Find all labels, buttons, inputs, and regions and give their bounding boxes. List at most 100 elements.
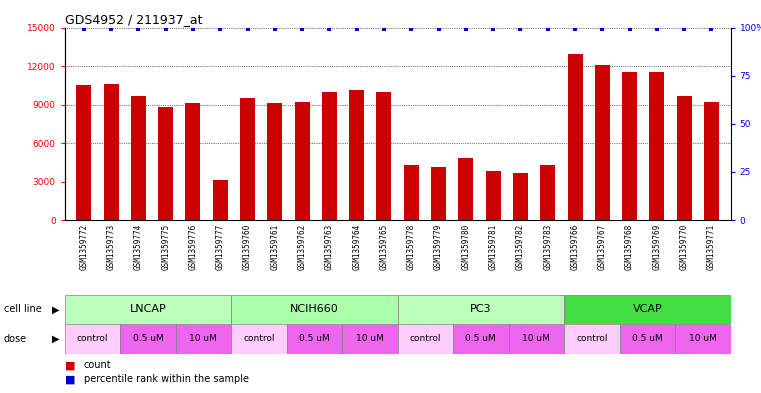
- Text: 10 uM: 10 uM: [356, 334, 384, 343]
- Text: cell line: cell line: [4, 305, 42, 314]
- Bar: [677, 95, 692, 220]
- Text: GSM1359774: GSM1359774: [134, 224, 143, 270]
- Bar: [453, 324, 508, 354]
- Text: 0.5 uM: 0.5 uM: [132, 334, 164, 343]
- Point: [705, 26, 718, 32]
- Text: GSM1359776: GSM1359776: [189, 224, 197, 270]
- Text: control: control: [409, 334, 441, 343]
- Text: control: control: [244, 334, 275, 343]
- Point: [432, 26, 444, 32]
- Bar: [568, 55, 582, 220]
- Bar: [431, 167, 446, 220]
- Bar: [103, 84, 119, 220]
- Bar: [486, 171, 501, 220]
- Point: [460, 26, 472, 32]
- Bar: [513, 173, 528, 220]
- Bar: [622, 72, 637, 220]
- Bar: [240, 98, 255, 220]
- Text: GSM1359765: GSM1359765: [380, 224, 388, 270]
- Bar: [342, 324, 397, 354]
- Bar: [349, 90, 365, 220]
- Bar: [397, 324, 453, 354]
- Bar: [704, 102, 719, 220]
- Point: [269, 26, 281, 32]
- Point: [323, 26, 336, 32]
- Point: [487, 26, 499, 32]
- Text: 0.5 uM: 0.5 uM: [299, 334, 330, 343]
- Text: PC3: PC3: [470, 305, 492, 314]
- Bar: [213, 180, 228, 220]
- Text: GSM1359783: GSM1359783: [543, 224, 552, 270]
- Text: dose: dose: [4, 334, 27, 344]
- Text: control: control: [576, 334, 607, 343]
- Bar: [508, 324, 564, 354]
- Bar: [595, 65, 610, 220]
- Text: GSM1359770: GSM1359770: [680, 224, 689, 270]
- Text: GSM1359760: GSM1359760: [243, 224, 252, 270]
- Text: GSM1359768: GSM1359768: [625, 224, 634, 270]
- Text: GSM1359775: GSM1359775: [161, 224, 170, 270]
- Text: GSM1359773: GSM1359773: [107, 224, 116, 270]
- Bar: [65, 324, 120, 354]
- Text: GSM1359781: GSM1359781: [489, 224, 498, 270]
- Point: [378, 26, 390, 32]
- Text: GSM1359777: GSM1359777: [215, 224, 224, 270]
- Point: [569, 26, 581, 32]
- Bar: [131, 95, 146, 220]
- Text: GDS4952 / 211937_at: GDS4952 / 211937_at: [65, 13, 202, 26]
- Text: GSM1359782: GSM1359782: [516, 224, 525, 270]
- Text: GSM1359761: GSM1359761: [270, 224, 279, 270]
- Bar: [564, 295, 731, 324]
- Text: ▶: ▶: [52, 305, 59, 314]
- Bar: [158, 107, 174, 220]
- Text: GSM1359778: GSM1359778: [407, 224, 416, 270]
- Point: [596, 26, 608, 32]
- Point: [105, 26, 117, 32]
- Point: [651, 26, 663, 32]
- Bar: [377, 92, 391, 220]
- Bar: [540, 165, 556, 220]
- Point: [241, 26, 253, 32]
- Text: GSM1359780: GSM1359780: [461, 224, 470, 270]
- Point: [542, 26, 554, 32]
- Bar: [267, 103, 282, 220]
- Bar: [404, 165, 419, 220]
- Bar: [76, 85, 91, 220]
- Bar: [397, 295, 564, 324]
- Text: GSM1359769: GSM1359769: [652, 224, 661, 270]
- Text: control: control: [77, 334, 108, 343]
- Point: [214, 26, 226, 32]
- Text: ▶: ▶: [52, 334, 59, 344]
- Point: [296, 26, 308, 32]
- Point: [623, 26, 635, 32]
- Point: [514, 26, 527, 32]
- Text: ■: ■: [65, 374, 75, 384]
- Bar: [619, 324, 675, 354]
- Text: 0.5 uM: 0.5 uM: [466, 334, 496, 343]
- Bar: [287, 324, 342, 354]
- Text: GSM1359771: GSM1359771: [707, 224, 716, 270]
- Text: NCIH660: NCIH660: [290, 305, 339, 314]
- Point: [160, 26, 172, 32]
- Text: GSM1359766: GSM1359766: [571, 224, 580, 270]
- Text: LNCAP: LNCAP: [129, 305, 167, 314]
- Text: 0.5 uM: 0.5 uM: [632, 334, 663, 343]
- Text: 10 uM: 10 uM: [522, 334, 550, 343]
- Text: 10 uM: 10 uM: [189, 334, 218, 343]
- Point: [78, 26, 90, 32]
- Text: GSM1359779: GSM1359779: [434, 224, 443, 270]
- Text: GSM1359762: GSM1359762: [298, 224, 307, 270]
- Text: 10 uM: 10 uM: [689, 334, 717, 343]
- Bar: [458, 158, 473, 220]
- Text: GSM1359764: GSM1359764: [352, 224, 361, 270]
- Text: VCAP: VCAP: [632, 305, 662, 314]
- Bar: [675, 324, 731, 354]
- Bar: [231, 324, 287, 354]
- Bar: [322, 92, 337, 220]
- Text: GSM1359772: GSM1359772: [79, 224, 88, 270]
- Point: [678, 26, 690, 32]
- Bar: [564, 324, 619, 354]
- Text: count: count: [84, 360, 111, 371]
- Bar: [295, 102, 310, 220]
- Text: percentile rank within the sample: percentile rank within the sample: [84, 374, 249, 384]
